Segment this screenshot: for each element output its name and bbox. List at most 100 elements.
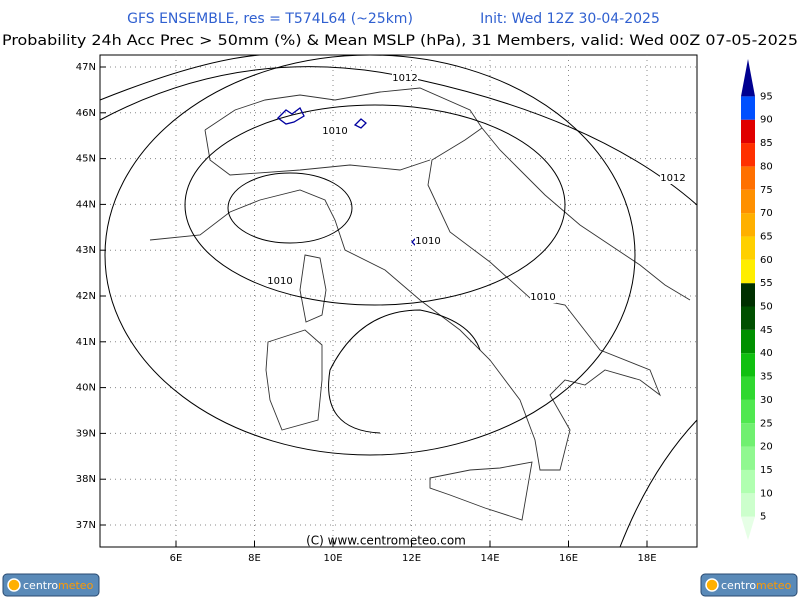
lat-label: 47N — [76, 62, 96, 73]
colorbar-end — [741, 516, 755, 540]
contour-label-bg — [660, 172, 686, 184]
contour-label-bg — [415, 235, 441, 247]
colorbar-label: 55 — [760, 278, 773, 289]
colorbar-label: 30 — [760, 395, 773, 406]
lon-label: 18E — [637, 553, 656, 564]
logo-text-left: centro — [23, 579, 58, 592]
prob-area — [277, 107, 305, 125]
alps-border — [204, 87, 483, 131]
contour-label-bg — [392, 72, 418, 84]
copyright: (C) www.centrometeo.com — [306, 534, 466, 548]
colorbar-label: 60 — [760, 255, 773, 266]
lat-label: 41N — [76, 337, 96, 348]
isobar — [99, 66, 698, 206]
colorbar-segment — [741, 96, 755, 120]
map-frame — [99, 54, 698, 548]
lon-label: 6E — [170, 553, 183, 564]
coastlines — [149, 87, 691, 521]
contour-label-bg — [530, 291, 556, 303]
colorbar-label: 10 — [760, 488, 773, 499]
colorbar-segment — [741, 119, 755, 144]
lon-label: 12E — [402, 553, 421, 564]
colorbar-segment — [741, 166, 755, 190]
colorbar-label: 75 — [760, 185, 773, 196]
colorbar-label: 45 — [760, 325, 773, 336]
colorbar-label: 85 — [760, 138, 773, 149]
logo-text-right: meteo — [58, 579, 94, 592]
sardinia — [265, 329, 323, 431]
isobar — [227, 172, 353, 244]
lon-label: 10E — [323, 553, 342, 564]
colorbar-segment — [741, 469, 755, 494]
lon-label: 14E — [480, 553, 499, 564]
contour-label: 1010 — [267, 276, 292, 287]
colorbar-segment — [741, 399, 755, 424]
colorbar-end — [741, 59, 755, 97]
colorbar-label: 95 — [760, 91, 773, 102]
colorbar-label: 65 — [760, 231, 773, 242]
contour-label: 1010 — [530, 292, 555, 303]
logo-icon — [705, 578, 719, 592]
contour-label-bg — [322, 125, 348, 137]
contour-label: 1010 — [322, 126, 347, 137]
inland-borders — [204, 129, 431, 176]
lat-label: 40N — [76, 383, 96, 394]
lat-label: 37N — [76, 520, 96, 531]
lat-label: 46N — [76, 108, 96, 119]
lat-label: 39N — [76, 428, 96, 439]
lat-label: 43N — [76, 245, 96, 256]
lon-label: 16E — [559, 553, 578, 564]
colorbar-segment — [741, 376, 755, 400]
lat-label: 45N — [76, 154, 96, 165]
map-border — [99, 54, 698, 548]
subtitle: Probability 24h Acc Prec > 50mm (%) & Me… — [2, 33, 798, 49]
logo-box — [2, 573, 100, 597]
isobar — [184, 104, 566, 306]
logo-text-left: centro — [721, 579, 756, 592]
colorbar-segment — [741, 306, 755, 330]
colorbar-segment — [741, 423, 755, 447]
colorbar-segment — [741, 259, 755, 284]
colorbar-segment — [741, 446, 755, 470]
colorbar-segment — [741, 236, 755, 260]
colorbar-segment — [741, 143, 755, 167]
lat-label: 42N — [76, 291, 96, 302]
logo-text-right: meteo — [756, 579, 792, 592]
isobar — [104, 54, 636, 456]
contour-label: 1012 — [392, 73, 417, 84]
isobar — [328, 309, 481, 434]
colorbar-label: 5 — [760, 512, 766, 523]
prob-area — [353, 118, 367, 129]
colorbar-label: 35 — [760, 372, 773, 383]
colorbar-label: 90 — [760, 115, 773, 126]
lat-label: 38N — [76, 474, 96, 485]
italy-coast — [149, 127, 662, 471]
colorbar-segment — [741, 213, 755, 237]
contour-label: 1012 — [660, 173, 685, 184]
colorbar-segment — [741, 493, 755, 517]
colorbar-label: 25 — [760, 418, 773, 429]
lon-label: 8E — [248, 553, 261, 564]
colorbar-segment — [741, 329, 755, 354]
logo-icon — [7, 578, 21, 592]
contour-label-bg — [267, 275, 293, 287]
colorbar-label: 20 — [760, 442, 773, 453]
colorbar-label: 15 — [760, 465, 773, 476]
isobars — [99, 54, 698, 548]
logo-box — [700, 573, 798, 597]
sicily — [429, 461, 533, 521]
colorbar-label: 80 — [760, 161, 773, 172]
isobar — [619, 419, 698, 548]
lat-label: 44N — [76, 199, 96, 210]
colorbar-segment — [741, 283, 755, 307]
isobar — [99, 54, 261, 101]
colorbar-label: 40 — [760, 348, 773, 359]
colorbar-segment — [741, 189, 755, 214]
model-title: GFS ENSEMBLE, res = T574L64 (~25km) — [127, 11, 413, 27]
contour-label: 1010 — [415, 236, 440, 247]
balkan-coast — [481, 127, 691, 301]
init-title: Init: Wed 12Z 30-04-2025 — [480, 11, 660, 27]
colorbar-segment — [741, 353, 755, 377]
corsica — [299, 254, 327, 323]
